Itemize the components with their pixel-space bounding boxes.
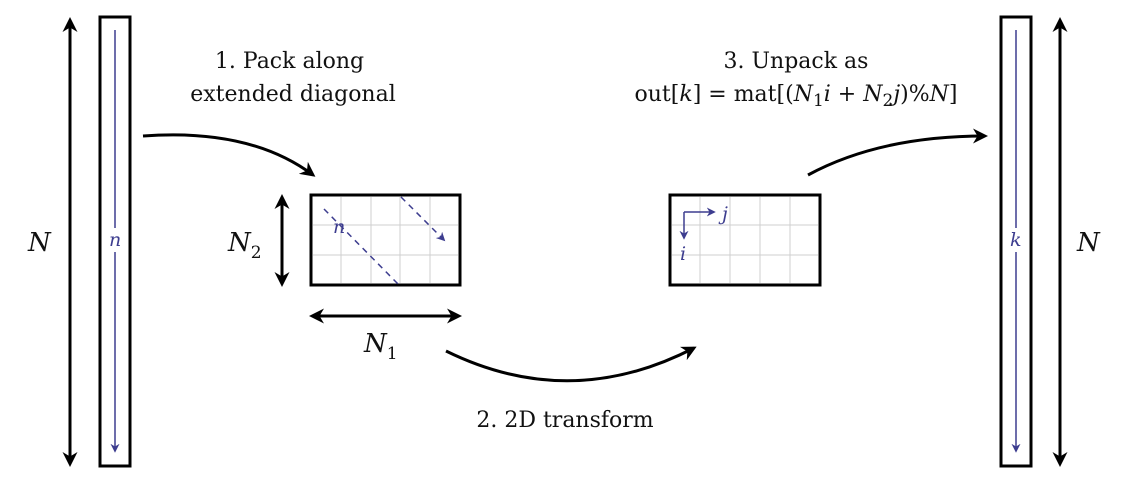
step1-arrow [142,133,316,177]
input-grid-lines [313,197,458,283]
grid-j-label: j [718,203,728,225]
n2-label: N2 [227,228,262,263]
step1-line1: 1. Pack along [215,49,364,74]
input-grid-box [309,193,462,287]
step1-line2: extended diagonal [190,82,396,107]
left-length-label: N [27,228,52,258]
grid-i-label: i [680,243,686,265]
step1-caption: 1. Pack along extended diagonal [190,49,396,107]
step3-line1: 3. Unpack as [724,49,869,74]
step3-caption: 3. Unpack as [724,49,869,74]
step3-arrow [807,128,988,177]
output-grid-box [668,193,822,287]
output-index-label: k [1010,229,1022,251]
step2-caption: 2. 2D transform [476,408,653,433]
right-length-label: N [1076,228,1101,258]
step2-arrow [445,346,697,383]
input-index-label: n [109,229,121,251]
grid-n-label: n [333,216,345,238]
n1-label: N1 [363,329,398,364]
step3-formula: out[k] = mat[(N1i + N2j)%N] [635,82,958,111]
